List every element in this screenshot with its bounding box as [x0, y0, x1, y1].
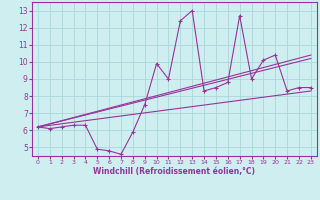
X-axis label: Windchill (Refroidissement éolien,°C): Windchill (Refroidissement éolien,°C) — [93, 167, 255, 176]
